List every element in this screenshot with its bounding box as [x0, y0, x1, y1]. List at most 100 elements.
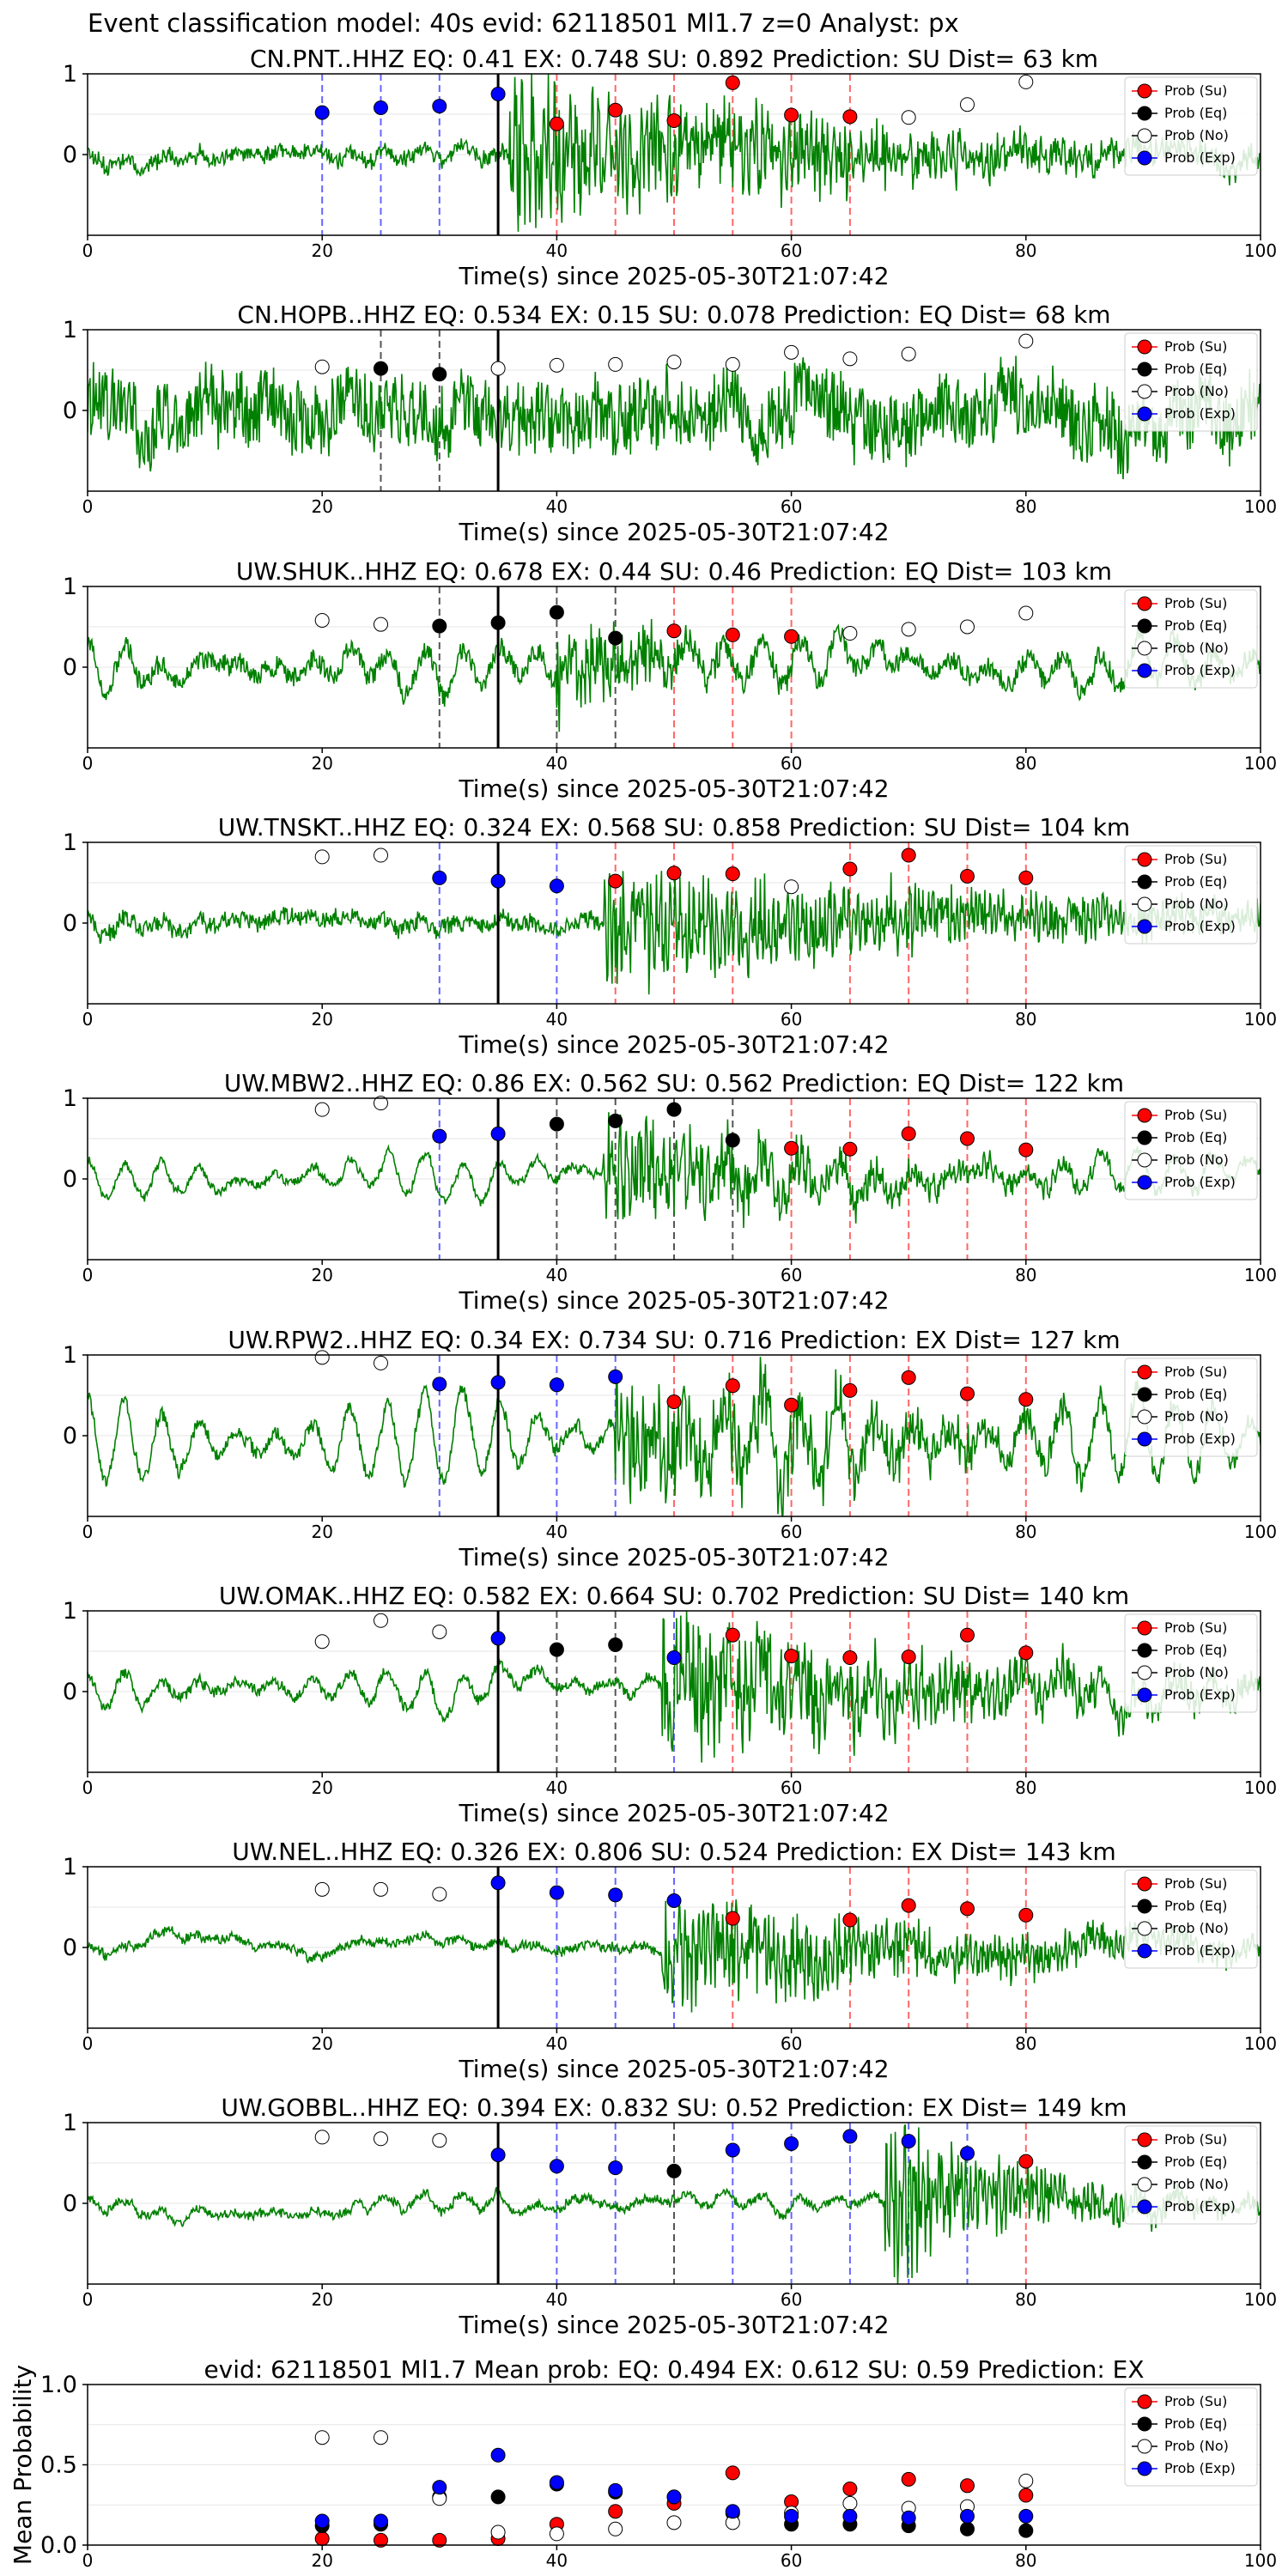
y-tick-label: 0 — [63, 398, 77, 424]
x-tick-label: 60 — [781, 2033, 802, 2054]
x-tick-label: 100 — [1244, 2033, 1277, 2054]
x-axis-label: Time(s) since 2025-05-30T21:07:42 — [458, 518, 889, 546]
x-axis-label: Time(s) since 2025-05-30T21:07:42 — [458, 1286, 889, 1315]
legend-marker-eq — [1137, 2154, 1152, 2170]
legend-marker-eq — [1137, 1643, 1152, 1658]
x-tick-label: 60 — [781, 240, 802, 261]
prob-point-exp — [549, 878, 564, 894]
x-tick-label: 60 — [781, 1265, 802, 1285]
prob-point-su — [725, 627, 740, 642]
mean-point-su — [374, 2532, 388, 2548]
prob-point-no — [1018, 74, 1034, 89]
mean-point-no — [842, 2495, 858, 2511]
legend-marker-exp — [1137, 1175, 1152, 1190]
prob-point-exp — [842, 2129, 858, 2144]
x-tick-label: 20 — [311, 1009, 332, 1030]
prob-point-su — [842, 1141, 858, 1157]
legend-label: Prob (Exp) — [1164, 149, 1236, 166]
legend-label: Prob (Exp) — [1164, 2198, 1236, 2215]
y-tick-label: 1 — [63, 2110, 77, 2136]
x-axis-label: Time(s) since 2025-05-30T21:07:42 — [458, 262, 889, 290]
station-panel: UW.SHUK..HHZ EQ: 0.678 EX: 0.44 SU: 0.46… — [63, 557, 1277, 803]
legend-marker-su — [1137, 2394, 1152, 2409]
x-tick-label: 20 — [311, 2033, 332, 2054]
prob-point-eq — [666, 1102, 682, 1117]
legend: Prob (Su) Prob (Eq) Prob (No) Prob (Exp) — [1124, 1613, 1258, 1713]
legend-label: Prob (Su) — [1164, 1107, 1227, 1123]
legend-marker-exp — [1137, 1943, 1152, 1959]
prob-point-no — [960, 619, 975, 635]
legend-marker-eq — [1137, 1899, 1152, 1914]
x-tick-label: 40 — [546, 1265, 568, 1285]
x-tick-label: 0 — [82, 2289, 94, 2310]
legend-label: Prob (Su) — [1164, 595, 1227, 611]
prob-point-no — [314, 1881, 330, 1897]
prob-point-exp — [490, 1126, 506, 1141]
prob-point-su — [901, 1898, 916, 1913]
panel-title: UW.SHUK..HHZ EQ: 0.678 EX: 0.44 SU: 0.46… — [236, 557, 1112, 586]
mean-point-exp — [784, 2508, 799, 2524]
prob-point-no — [432, 1886, 447, 1902]
prob-point-su — [1018, 870, 1034, 885]
mean-point-su — [608, 2504, 623, 2519]
prob-point-no — [374, 1355, 388, 1370]
figure-title: Event classification model: 40s evid: 62… — [88, 9, 959, 38]
waveform-trace — [88, 618, 1261, 732]
x-tick-label: 0 — [82, 1009, 94, 1030]
prob-point-su — [901, 1370, 916, 1385]
x-axis-label: Time(s) since 2025-05-30T21:07:42 — [458, 775, 889, 803]
prob-point-no — [314, 359, 330, 374]
x-tick-label: 60 — [781, 1009, 802, 1030]
prob-point-su — [1018, 1645, 1034, 1661]
legend-label: Prob (Su) — [1164, 1875, 1227, 1892]
legend-frame — [1124, 2125, 1258, 2225]
prob-point-exp — [490, 1375, 506, 1390]
x-tick-label: 20 — [311, 2289, 332, 2310]
y-tick-label: 0 — [63, 1679, 77, 1705]
prob-point-su — [666, 866, 682, 881]
y-tick-label: 0.0 — [40, 2532, 77, 2559]
legend-label: Prob (Eq) — [1164, 1129, 1227, 1145]
legend-label: Prob (Exp) — [1164, 1431, 1236, 1447]
mean-point-eq — [490, 2489, 506, 2505]
panel-title: UW.TNSKT..HHZ EQ: 0.324 EX: 0.568 SU: 0.… — [218, 813, 1130, 841]
prob-point-su — [784, 107, 799, 123]
legend: Prob (Su) Prob (Eq) Prob (No) Prob (Exp) — [1124, 1358, 1258, 1457]
x-tick-label: 40 — [546, 2289, 568, 2310]
prob-point-no — [314, 849, 330, 865]
legend-marker-su — [1137, 2132, 1152, 2148]
x-tick-label: 60 — [781, 2550, 802, 2571]
station-panel: UW.MBW2..HHZ EQ: 0.86 EX: 0.562 SU: 0.56… — [63, 1069, 1277, 1315]
prob-point-su — [784, 1140, 799, 1156]
x-axis-label: Time(s) since 2025-05-30T21:07:42 — [458, 2055, 889, 2083]
legend: Prob (Su) Prob (Eq) Prob (No) Prob (Exp) — [1124, 1101, 1258, 1200]
legend-marker-su — [1137, 1620, 1152, 1636]
legend-marker-eq — [1137, 874, 1152, 890]
prob-point-exp — [608, 1369, 623, 1384]
station-panel: UW.OMAK..HHZ EQ: 0.582 EX: 0.664 SU: 0.7… — [63, 1582, 1277, 1827]
prob-point-exp — [725, 2142, 740, 2158]
legend-frame — [1124, 589, 1258, 689]
prob-point-no — [374, 848, 388, 863]
legend-label: Prob (No) — [1164, 1151, 1229, 1168]
prob-point-exp — [901, 2134, 916, 2149]
prob-point-exp — [960, 2146, 975, 2161]
prob-point-no — [784, 344, 799, 360]
x-tick-label: 40 — [546, 496, 568, 517]
legend-marker-no — [1137, 896, 1152, 912]
mean-point-exp — [666, 2489, 682, 2505]
prob-point-su — [842, 109, 858, 125]
legend-marker-su — [1137, 596, 1152, 611]
mean-point-exp — [374, 2513, 388, 2529]
prob-point-no — [549, 357, 564, 373]
panel-title: evid: 62118501 Ml1.7 Mean prob: EQ: 0.49… — [204, 2355, 1144, 2384]
prob-point-no — [490, 361, 506, 376]
prob-point-exp — [549, 2159, 564, 2174]
legend-marker-no — [1137, 128, 1152, 143]
prob-point-eq — [549, 1642, 564, 1657]
prob-point-su — [725, 1627, 740, 1643]
mean-point-su — [314, 2531, 330, 2547]
y-tick-label: 0 — [63, 1166, 77, 1193]
panel-title: CN.HOPB..HHZ EQ: 0.534 EX: 0.15 SU: 0.07… — [237, 301, 1110, 329]
